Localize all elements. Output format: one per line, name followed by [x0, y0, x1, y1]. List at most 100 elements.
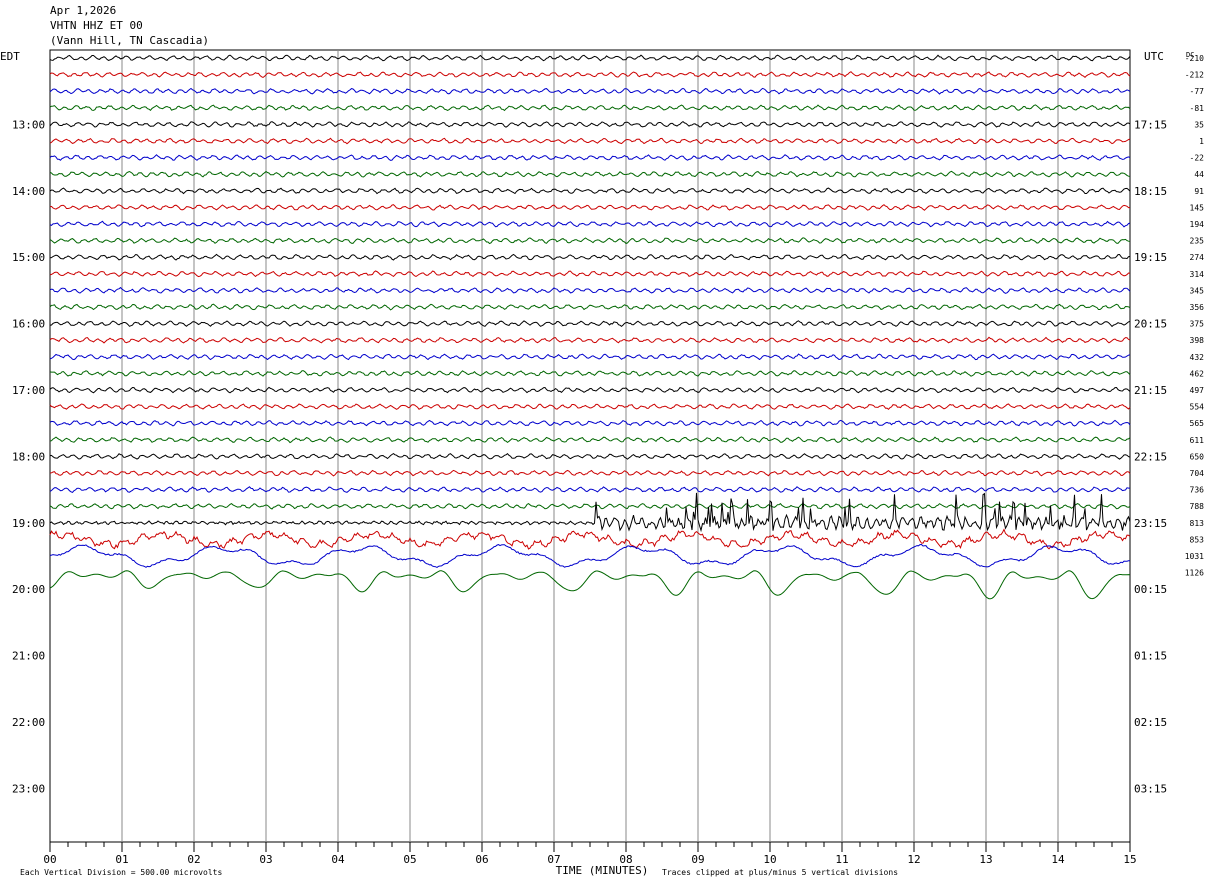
right-hour-label: 21:15 — [1134, 384, 1167, 397]
dc-offset-label: 853 — [1190, 535, 1205, 544]
left-hour-label: 17:00 — [12, 384, 45, 397]
trace-line — [49, 137, 1131, 145]
trace-line — [49, 187, 1131, 195]
dc-offset-label: -210 — [1185, 54, 1204, 63]
right-hour-label: 20:15 — [1134, 318, 1167, 331]
header-station: VHTN HHZ ET 00 — [50, 19, 143, 32]
trace-line — [49, 320, 1131, 328]
dc-offset-label: 497 — [1190, 386, 1205, 395]
right-hour-label: 02:15 — [1134, 716, 1167, 729]
trace-line — [49, 104, 1131, 112]
right-hour-label: 19:15 — [1134, 251, 1167, 264]
left-hour-label: 20:00 — [12, 583, 45, 596]
label-layer: -210 -212 -77 -81 35 1 -22 44 91 145 194 235 274 314 3… — [0, 50, 1204, 795]
x-tick-label: 00 — [43, 853, 56, 866]
right-hour-label: 23:15 — [1134, 517, 1167, 530]
dc-offset-label: 375 — [1190, 320, 1205, 329]
x-tick-label: 08 — [619, 853, 632, 866]
trace-line — [49, 543, 1131, 568]
left-hour-label: 18:00 — [12, 450, 45, 463]
footer-clip-note: Traces clipped at plus/minus 5 vertical … — [662, 868, 898, 877]
dc-offset-label: 611 — [1190, 436, 1205, 445]
dc-offset-label: 813 — [1190, 519, 1205, 528]
right-hour-label: 01:15 — [1134, 650, 1167, 663]
right-timezone-label: UTC — [1144, 50, 1164, 63]
x-tick-label: 06 — [475, 853, 488, 866]
dc-offset-label: 145 — [1190, 203, 1205, 212]
dc-offset-label: -81 — [1190, 104, 1205, 113]
dc-offset-label: 565 — [1190, 419, 1205, 428]
trace-line — [49, 204, 1130, 211]
left-hour-label: 13:00 — [12, 118, 45, 131]
dc-offset-label: 432 — [1190, 353, 1205, 362]
dc-offset-label: 554 — [1190, 403, 1205, 412]
dc-offset-label: -22 — [1190, 154, 1205, 163]
x-axis-label: TIME (MINUTES) — [556, 864, 649, 877]
trace-line — [49, 170, 1131, 178]
left-hour-label: 21:00 — [12, 650, 45, 663]
x-tick-label: 02 — [187, 853, 200, 866]
header-date: Apr 1,2026 — [50, 4, 117, 17]
left-hour-label: 16:00 — [12, 318, 45, 331]
trace-line — [49, 570, 1131, 600]
trace-line — [49, 353, 1131, 361]
footer-scale-note: Each Vertical Division = 500.00 microvol… — [20, 868, 222, 877]
dc-offset-label: 314 — [1190, 270, 1205, 279]
dc-offset-label: 650 — [1190, 452, 1205, 461]
left-timezone-label: EDT — [0, 50, 20, 63]
trace-line — [49, 286, 1131, 294]
x-tick-label: 10 — [763, 853, 776, 866]
dc-offset-label: 91 — [1194, 187, 1204, 196]
trace-line — [49, 336, 1131, 344]
dc-offset-label: 356 — [1190, 303, 1205, 312]
x-axis: 00 01 02 03 04 05 06 07 08 09 10 11 12 13 14 15 TIME (MI… — [20, 842, 1137, 877]
dc-offset-label: 44 — [1194, 170, 1204, 179]
trace-line — [49, 528, 1131, 550]
dc-header-label: DC — [1186, 51, 1194, 59]
trace-line — [49, 436, 1131, 444]
grid-layer — [49, 49, 1131, 843]
x-tick-label: 14 — [1051, 853, 1065, 866]
trace-line — [49, 87, 1131, 95]
x-tick-label: 04 — [331, 853, 345, 866]
trace-layer — [49, 54, 1131, 600]
trace-line — [49, 486, 1130, 493]
x-tick-label: 13 — [979, 853, 992, 866]
right-hour-label: 03:15 — [1134, 782, 1167, 795]
header-location: (Vann Hill, TN Cascadia) — [50, 34, 209, 47]
trace-line — [49, 71, 1131, 78]
dc-offset-label: 1 — [1199, 137, 1204, 146]
dc-offset-label: 462 — [1190, 369, 1205, 378]
trace-line — [49, 54, 1131, 62]
dc-offset-label: 35 — [1194, 120, 1204, 129]
dc-offset-label: 398 — [1190, 336, 1205, 345]
x-tick-label: 07 — [547, 853, 560, 866]
right-hour-label: 18:15 — [1134, 185, 1167, 198]
dc-offset-label: 345 — [1190, 286, 1205, 295]
dc-offset-label: 235 — [1190, 237, 1205, 246]
x-tick-label: 03 — [259, 853, 272, 866]
trace-line — [49, 220, 1131, 228]
x-tick-label: 01 — [115, 853, 128, 866]
dc-offset-label: 788 — [1190, 502, 1205, 511]
trace-line — [49, 403, 1131, 410]
left-hour-label: 19:00 — [12, 517, 45, 530]
dc-offset-label: -212 — [1185, 71, 1204, 80]
trace-line — [49, 237, 1131, 245]
trace-line — [49, 419, 1131, 427]
right-hour-label: 17:15 — [1134, 118, 1167, 131]
left-hour-label: 22:00 — [12, 716, 45, 729]
dc-offset-label: 736 — [1190, 486, 1205, 495]
x-tick-label: 05 — [403, 853, 416, 866]
dc-offset-label: 274 — [1190, 253, 1205, 262]
right-hour-label: 22:15 — [1134, 450, 1167, 463]
trace-line — [49, 154, 1131, 161]
left-hour-label: 14:00 — [12, 185, 45, 198]
dc-offset-label: 194 — [1190, 220, 1205, 229]
dc-offset-label: 1031 — [1185, 552, 1204, 561]
dc-offset-label: 1126 — [1185, 569, 1204, 578]
x-tick-label: 09 — [691, 853, 704, 866]
trace-line — [49, 469, 1131, 477]
trace-line — [49, 386, 1131, 394]
trace-line — [49, 452, 1131, 460]
